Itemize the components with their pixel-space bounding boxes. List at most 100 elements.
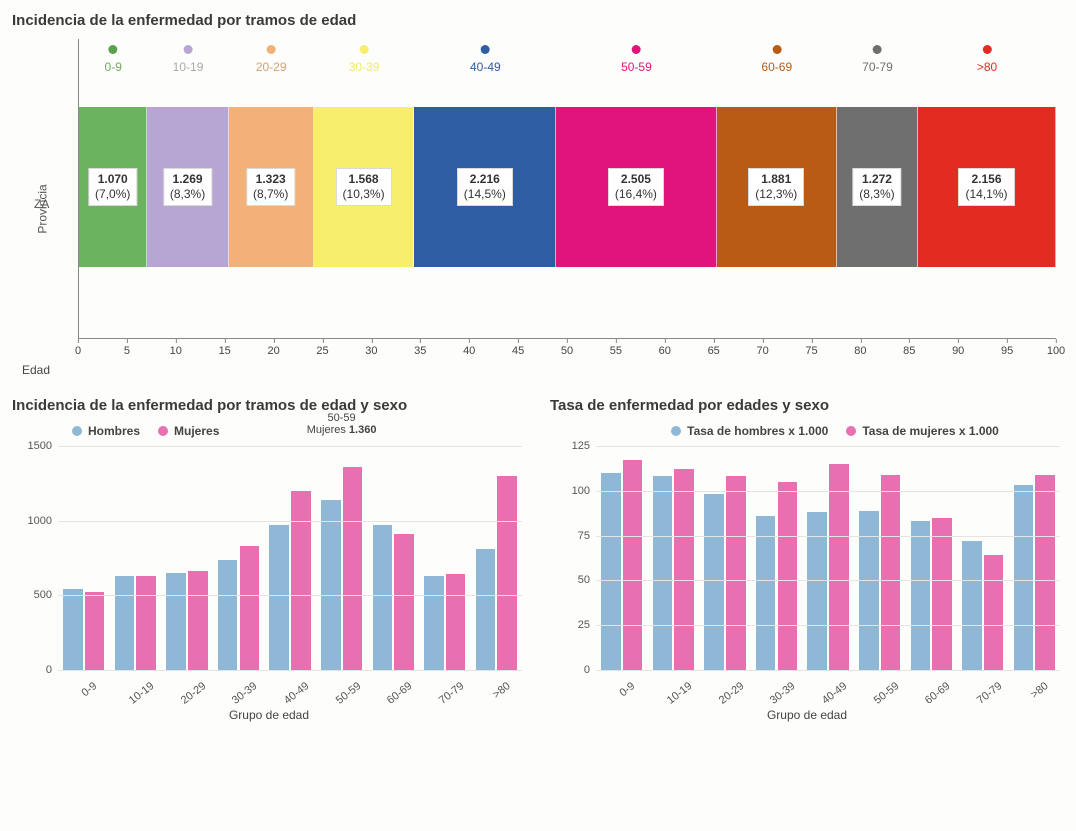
bar [476, 549, 496, 670]
xtick: 70-79 [437, 680, 467, 707]
legend-dot-icon [184, 45, 193, 54]
chart1-segment-value: 1.323(8,7%) [246, 168, 295, 206]
bar [497, 476, 517, 670]
chart1-xtick: 70 [756, 345, 768, 357]
chart1-segment: 1.272(8,3%) [837, 107, 918, 267]
gridline [596, 670, 1060, 671]
legend-item: Hombres [72, 424, 140, 438]
bar [859, 511, 879, 670]
xtick: >80 [1029, 680, 1051, 701]
gridline [58, 670, 522, 671]
chart1-row-label: ZA [34, 197, 49, 211]
bar [291, 491, 311, 670]
bar [446, 574, 466, 670]
ytick: 125 [550, 440, 590, 452]
bar [424, 576, 444, 670]
bar [218, 560, 238, 671]
chart1-legend-item: 0-9 [105, 45, 122, 74]
xtick: 40-49 [282, 680, 312, 707]
legend-dot-icon [772, 45, 781, 54]
legend-label: Tasa de hombres x 1.000 [687, 424, 828, 438]
gridline [58, 521, 522, 522]
bar [136, 576, 156, 670]
chart3-xlabel: Grupo de edad [767, 708, 847, 722]
chart1-xtick: 10 [170, 345, 182, 357]
chart1-legend-label: 30-39 [349, 60, 380, 74]
gridline [58, 446, 522, 447]
legend-label: Mujeres [174, 424, 219, 438]
xtick: 60-69 [385, 680, 415, 707]
bar [321, 500, 341, 670]
bar [1014, 485, 1034, 670]
bar [962, 541, 982, 670]
chart1-segment: 1.070(7,0%) [79, 107, 147, 267]
bar [704, 494, 724, 670]
chart1-xtick: 30 [365, 345, 377, 357]
legend-dot-icon [983, 45, 992, 54]
chart1-legend-label: 50-59 [621, 60, 652, 74]
chart1-legend-item: 70-79 [862, 45, 893, 74]
xtick: 0-9 [617, 680, 637, 699]
chart1-xtick: 0 [75, 345, 81, 357]
xtick: 30-39 [230, 680, 260, 707]
bar [601, 473, 621, 670]
chart1-segment-value: 1.070(7,0%) [88, 168, 137, 206]
ytick: 50 [550, 574, 590, 586]
chart1-legend-item: 60-69 [761, 45, 792, 74]
chart1-segment: 2.156(14,1%) [918, 107, 1056, 267]
bar [269, 525, 289, 670]
chart2-legend: Hombres Mujeres [72, 424, 522, 438]
chart1-xtick: 80 [854, 345, 866, 357]
chart1-title: Incidencia de la enfermedad por tramos d… [12, 12, 1064, 29]
chart1-xtick: 20 [267, 345, 279, 357]
ytick: 1500 [12, 440, 52, 452]
legend-dot-icon [360, 45, 369, 54]
chart3-panel: Tasa de enfermedad por edades y sexo Tas… [550, 393, 1064, 724]
gridline [596, 446, 1060, 447]
chart1-xtick: 35 [414, 345, 426, 357]
xtick: 10-19 [127, 680, 157, 707]
bar-group: 70-79 [957, 446, 1009, 670]
chart1-legend-label: 70-79 [862, 60, 893, 74]
chart1-xtick: 95 [1001, 345, 1013, 357]
chart1-xtick: 25 [316, 345, 328, 357]
bar [85, 592, 105, 670]
chart1-segment-value: 2.216(14,5%) [457, 168, 513, 206]
legend-dot-icon [671, 426, 681, 436]
xtick: 50-59 [333, 680, 363, 707]
xtick: 10-19 [665, 680, 695, 707]
chart3-bars: 0-910-1920-2930-3940-4950-5960-6970-79>8… [596, 446, 1060, 670]
bar-group: 10-19 [648, 446, 700, 670]
xtick: 20-29 [717, 680, 747, 707]
ytick: 500 [12, 589, 52, 601]
legend-item: Mujeres [158, 424, 219, 438]
chart2: HombresMujeres 0-910-1920-2930-3940-4950… [12, 424, 526, 724]
legend-item: Tasa de hombres x 1.000 [671, 424, 828, 438]
chart1-xtick: 85 [903, 345, 915, 357]
chart1-xtick: 60 [659, 345, 671, 357]
legend-dot-icon [873, 45, 882, 54]
bar-group: 40-49 [802, 446, 854, 670]
chart1-segment-value: 1.272(8,3%) [852, 168, 901, 206]
bar-group: >80 [1009, 446, 1061, 670]
chart1-xtick: 50 [561, 345, 573, 357]
legend-dot-icon [267, 45, 276, 54]
chart2-bars: 0-910-1920-2930-3940-4950-5950-59Mujeres… [58, 446, 522, 670]
xtick: 0-9 [79, 680, 99, 699]
bar-group: 0-9 [58, 446, 110, 670]
legend-label: Hombres [88, 424, 140, 438]
bar [1035, 475, 1055, 670]
gridline [596, 491, 1060, 492]
xtick: 20-29 [179, 680, 209, 707]
chart1-legend-label: 10-19 [173, 60, 204, 74]
chart2-xlabel: Grupo de edad [229, 708, 309, 722]
xtick: 40-49 [820, 680, 850, 707]
legend-dot-icon [158, 426, 168, 436]
chart1-xtick: 90 [952, 345, 964, 357]
legend-dot-icon [632, 45, 641, 54]
bar-group: 30-39 [751, 446, 803, 670]
bar-group: 20-29 [161, 446, 213, 670]
chart1-xtick: 5 [124, 345, 130, 357]
chart1-legend-label: >80 [977, 60, 997, 74]
xtick: 70-79 [975, 680, 1005, 707]
